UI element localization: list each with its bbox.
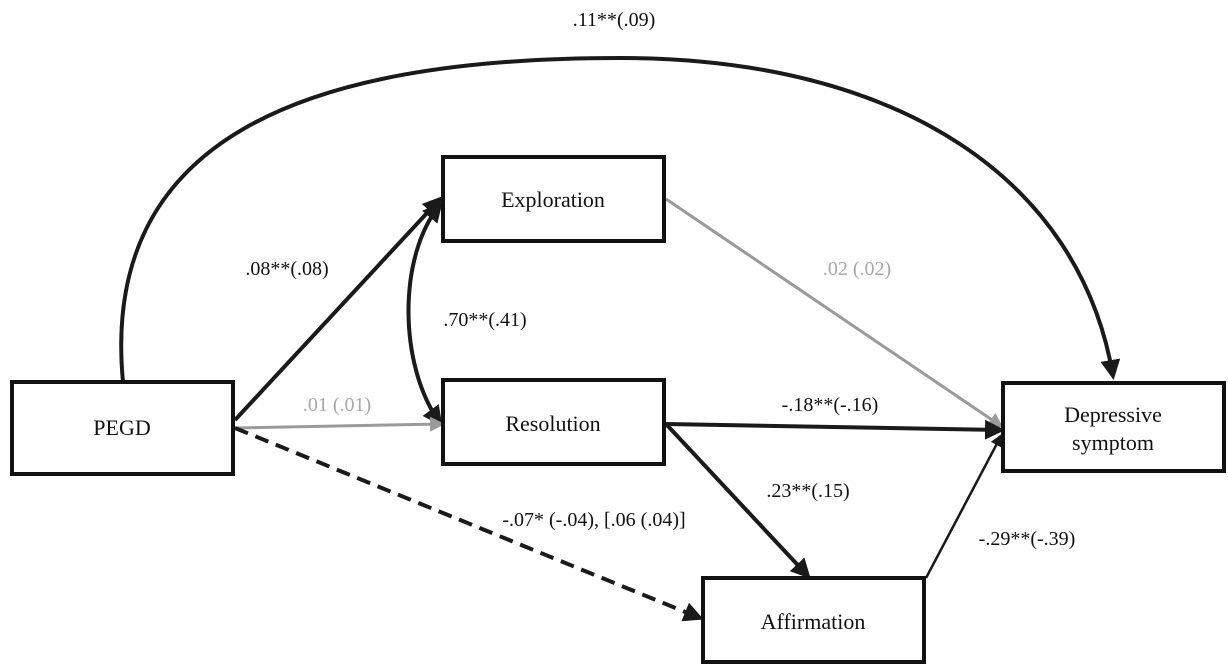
label-exploration-resolution-cov: .70**(.41) — [443, 309, 526, 331]
node-affirmation: Affirmation — [701, 576, 926, 664]
label-resolution-to-depressive: -.18**(-.16) — [782, 394, 879, 416]
label-resolution-to-affirmation: .23**(.15) — [766, 480, 849, 502]
path-pegd-to-resolution — [234, 416, 445, 432]
node-pegd: PEGD — [10, 380, 235, 476]
svg-text:Affirmation: Affirmation — [761, 609, 866, 634]
path-resolution-to-depressive — [665, 419, 1005, 440]
node-exploration: Exploration — [441, 155, 666, 243]
label-pegd-to-depressive: .11**(.09) — [573, 9, 656, 31]
svg-text:Resolution: Resolution — [505, 411, 600, 436]
label-pegd-to-resolution: .01 (.01) — [303, 394, 371, 416]
svg-text:Depressive: Depressive — [1064, 402, 1162, 427]
path-affirmation-to-depressive — [924, 433, 1003, 579]
path-pegd-to-affirmation — [234, 426, 704, 622]
svg-text:Exploration: Exploration — [501, 187, 605, 212]
cov-exploration-resolution — [406, 201, 443, 427]
svg-text:symptom: symptom — [1072, 430, 1154, 455]
node-depressive-symptom: Depressive symptom — [1001, 381, 1226, 473]
label-pegd-to-exploration: .08**(.08) — [245, 258, 328, 280]
label-exploration-to-depressive: .02 (.02) — [823, 258, 891, 280]
label-affirmation-to-depressive: -.29**(-.39) — [979, 528, 1076, 550]
path-exploration-to-depressive — [665, 197, 1004, 428]
svg-text:PEGD: PEGD — [93, 415, 150, 440]
path-pegd-to-depressive — [119, 55, 1121, 383]
path-pegd-to-exploration — [233, 196, 443, 422]
label-pegd-to-affirmation: -.07* (-.04), [.06 (.04)] — [502, 509, 685, 531]
node-resolution: Resolution — [441, 378, 666, 466]
path-resolution-to-affirmation — [664, 422, 811, 579]
